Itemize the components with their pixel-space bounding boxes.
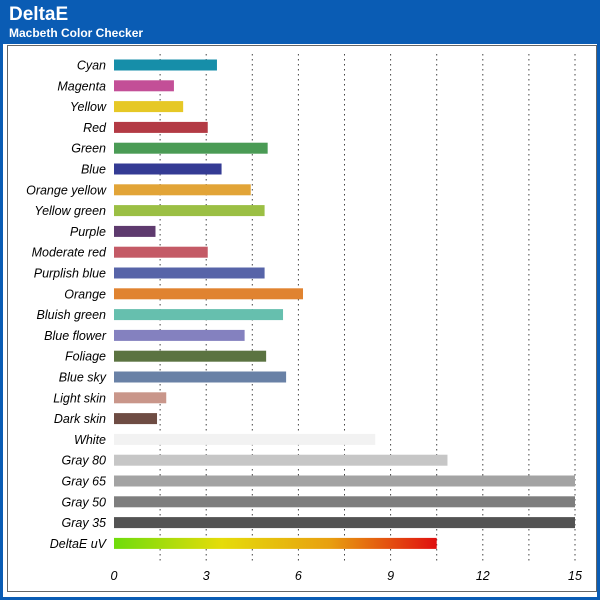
category-label: Purplish blue <box>34 267 106 281</box>
category-label: Bluish green <box>37 308 107 322</box>
category-label: Dark skin <box>54 412 106 426</box>
category-label: Red <box>83 121 107 135</box>
x-tick-label: 0 <box>111 569 118 583</box>
category-label: Yellow green <box>34 204 106 218</box>
category-label: Cyan <box>77 59 106 73</box>
category-label: Moderate red <box>32 246 107 260</box>
bar <box>114 80 174 92</box>
x-axis-ticks: 0 3 6 9 12 15 <box>111 569 582 583</box>
category-label: White <box>74 433 106 447</box>
bar <box>114 371 287 383</box>
bar <box>114 225 156 237</box>
bar <box>114 184 251 196</box>
category-label: Gray 35 <box>62 516 107 530</box>
category-label: Blue sky <box>59 371 107 385</box>
category-label: Gray 65 <box>62 475 107 489</box>
category-labels: Cyan Magenta Yellow Red Green Blue Orange yell… <box>26 59 108 551</box>
bar <box>114 205 265 217</box>
bar <box>114 288 304 300</box>
bar <box>114 350 267 362</box>
category-label: Gray 50 <box>62 495 107 509</box>
bar <box>114 517 575 529</box>
x-tick-label: 12 <box>476 569 490 583</box>
bar <box>114 454 448 466</box>
bar <box>114 246 208 258</box>
category-label: Light skin <box>53 391 106 405</box>
chart-subtitle: Macbeth Color Checker <box>9 26 144 40</box>
x-tick-label: 6 <box>295 569 302 583</box>
category-label: Yellow <box>70 100 107 114</box>
chart-title: DeltaE <box>9 4 69 25</box>
x-tick-label: 3 <box>203 569 210 583</box>
bar <box>114 142 268 154</box>
bar <box>114 537 437 549</box>
category-label: Orange <box>64 287 106 301</box>
bar <box>114 496 575 508</box>
bar <box>114 121 208 133</box>
bar <box>114 413 158 425</box>
bar <box>114 433 376 445</box>
category-label: Magenta <box>57 79 106 93</box>
category-label: Blue flower <box>44 329 107 343</box>
category-label: Green <box>71 142 106 156</box>
category-label: DeltaE uV <box>50 537 108 551</box>
bar <box>114 392 167 404</box>
category-label: Blue <box>81 163 106 177</box>
plot-area: Cyan Magenta Yellow Red Green Blue Orange yell… <box>7 45 597 592</box>
category-label: Gray 80 <box>62 454 107 468</box>
bar <box>114 329 245 341</box>
bar <box>114 309 284 321</box>
chart-panel: Cyan Magenta Yellow Red Green Blue Orange yell… <box>3 44 597 597</box>
bar <box>114 101 184 113</box>
bars <box>114 59 575 549</box>
bar <box>114 163 222 175</box>
category-label: Foliage <box>65 350 106 364</box>
bar-chart: Cyan Magenta Yellow Red Green Blue Orange yell… <box>26 54 582 583</box>
bar <box>114 475 575 487</box>
x-tick-label: 9 <box>387 569 394 583</box>
category-label: Purple <box>70 225 106 239</box>
chart-header: DeltaE Macbeth Color Checker <box>0 0 600 44</box>
bar <box>114 59 217 71</box>
bar <box>114 267 265 279</box>
category-label: Orange yellow <box>26 183 107 197</box>
x-tick-label: 15 <box>568 569 582 583</box>
